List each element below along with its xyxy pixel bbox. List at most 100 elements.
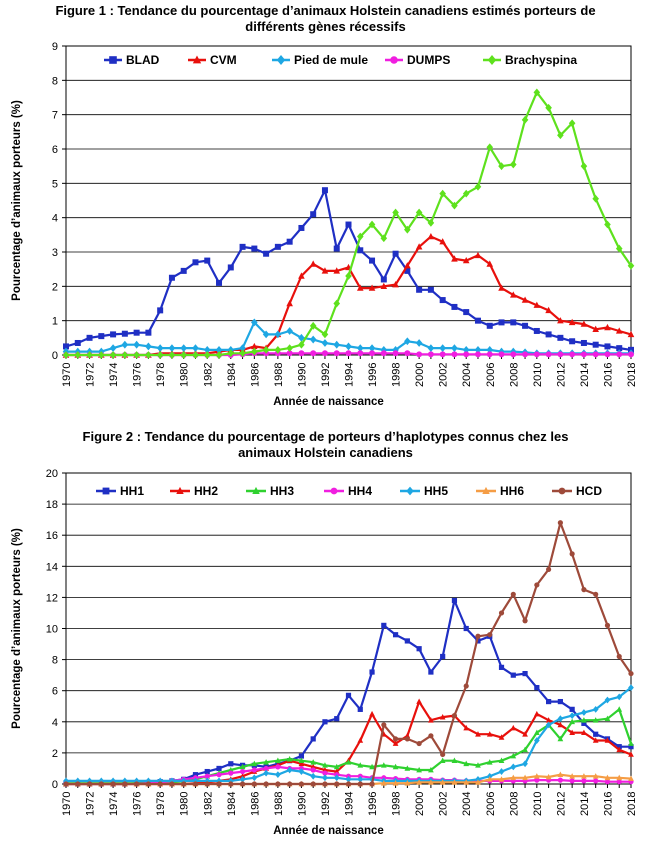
data-point (462, 256, 470, 264)
data-point (298, 272, 305, 279)
data-point (463, 351, 470, 358)
x-tick-label: 2018 (626, 363, 638, 387)
data-point (604, 323, 611, 331)
data-point (451, 779, 458, 785)
figure-1-title-line-2: différents gènes récessifs (245, 19, 406, 34)
legend-item-hh4: HH4 (320, 483, 378, 499)
data-point (486, 322, 493, 329)
data-point (275, 781, 281, 787)
data-point (604, 715, 611, 722)
y-tick-label: 4 (52, 717, 58, 729)
data-point (616, 345, 623, 352)
data-point (180, 344, 188, 353)
data-point (298, 781, 305, 787)
data-point (580, 339, 587, 346)
data-point (474, 182, 482, 191)
data-point (498, 734, 505, 740)
legend-marker (276, 55, 286, 65)
data-point (428, 717, 434, 723)
data-point (416, 766, 422, 773)
figure-2: Figure 2 : Tendance du pourcentage de po… (0, 425, 651, 842)
data-point (310, 767, 316, 773)
data-point (604, 343, 611, 350)
data-point (322, 781, 328, 787)
data-point (345, 272, 352, 280)
data-point (569, 778, 575, 784)
data-point (321, 187, 328, 194)
data-point (216, 772, 222, 778)
legend-background (479, 52, 599, 68)
data-point (192, 259, 199, 266)
data-point (522, 746, 528, 753)
legend-background (92, 483, 150, 499)
legend-item-hh3: HH3 (242, 483, 300, 499)
data-point (580, 162, 588, 171)
data-point (157, 781, 163, 787)
data-point (627, 330, 635, 338)
data-point (310, 772, 317, 780)
x-tick-label: 1988 (273, 792, 285, 816)
data-point (251, 342, 258, 350)
legend-background (396, 483, 454, 499)
data-point (251, 767, 257, 773)
data-point (510, 351, 517, 358)
data-point (262, 330, 270, 339)
data-point (357, 781, 363, 787)
x-tick-label: 1996 (367, 363, 379, 387)
data-point (404, 780, 411, 786)
data-point (286, 766, 293, 774)
x-tick-label: 1984 (226, 792, 238, 816)
x-tick-label: 1986 (249, 363, 261, 387)
legend-label: HH5 (424, 484, 448, 498)
data-point (357, 775, 364, 783)
data-point (486, 260, 494, 267)
data-point (192, 781, 199, 787)
data-point (216, 279, 223, 286)
x-tick-label: 1992 (320, 792, 332, 816)
x-tick-label: 2006 (485, 792, 497, 816)
data-point (192, 772, 199, 778)
data-point (463, 760, 470, 767)
data-point (628, 744, 634, 750)
data-point (404, 350, 411, 357)
data-point (286, 238, 293, 245)
data-point (392, 208, 399, 217)
data-point (510, 724, 517, 731)
data-point (298, 224, 305, 231)
data-point (557, 771, 564, 778)
data-point (251, 245, 258, 252)
data-point (134, 781, 140, 787)
y-tick-label: 10 (46, 624, 58, 636)
data-point (333, 774, 340, 782)
legend-marker (406, 486, 414, 496)
data-point (474, 351, 481, 358)
data-point (581, 717, 587, 723)
data-point (486, 776, 493, 782)
data-point (486, 731, 493, 737)
figure-2-title-line-2: animaux Holstein canadiens (238, 445, 413, 460)
data-point (380, 780, 387, 786)
legend-background (184, 52, 240, 68)
y-tick-label: 16 (46, 530, 58, 542)
data-point (416, 351, 423, 358)
x-tick-label: 2008 (508, 363, 520, 387)
data-point (522, 351, 529, 358)
legend-marker (487, 55, 497, 65)
data-point (569, 351, 576, 358)
y-tick-label: 4 (52, 213, 58, 225)
data-point (416, 740, 422, 747)
data-point (533, 737, 540, 744)
data-point (463, 625, 469, 632)
data-point (615, 244, 623, 253)
data-point (604, 774, 611, 781)
data-point (204, 257, 211, 264)
data-point (486, 351, 493, 358)
x-tick-label: 2008 (508, 792, 520, 816)
data-point (380, 234, 388, 243)
data-point (533, 710, 540, 717)
data-point (604, 220, 611, 229)
data-point (404, 765, 411, 771)
x-tick-label: 2016 (602, 363, 614, 387)
x-tick-label: 1974 (108, 363, 120, 387)
figure-2-chart: 0 2 4 6 8 10 12 14 16 18 20 1970 1972 1974 1976 1978 198… (11, 468, 638, 837)
